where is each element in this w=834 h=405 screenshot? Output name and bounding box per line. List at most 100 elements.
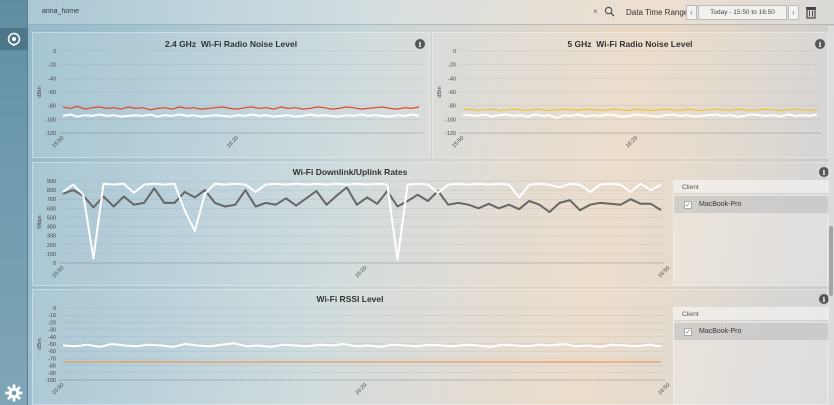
noise-5ghz-chart: 0 -20 -40 -60 -80 -100 -120 dBm 15:50 16:20 xyxy=(437,49,821,149)
y-tick-label: 200 xyxy=(47,243,56,249)
date-time-range-picker[interactable]: Today - 15:50 to 16:50 xyxy=(698,5,787,20)
client-row[interactable]: ✓ MacBook-Pro xyxy=(674,196,829,213)
x-tick-label: 15:50 xyxy=(51,265,65,279)
client-column-header: Client xyxy=(674,307,829,321)
y-tick-label: -120 xyxy=(445,131,456,137)
y-tick-label: -10 xyxy=(48,313,56,319)
y-axis-label: dBm xyxy=(437,86,443,98)
info-icon[interactable]: i xyxy=(819,294,829,304)
y-axis-label: dBm xyxy=(37,338,43,350)
y-tick-label: 800 xyxy=(47,188,56,194)
y-tick-label: -20 xyxy=(48,320,56,326)
trash-icon[interactable] xyxy=(804,5,818,19)
info-icon[interactable]: i xyxy=(415,39,425,49)
left-sidebar xyxy=(0,0,28,405)
y-tick-label: -50 xyxy=(48,342,56,348)
client-column-header: Client xyxy=(674,180,829,194)
series-line xyxy=(62,113,420,118)
y-tick-label: -30 xyxy=(48,328,56,334)
series-line xyxy=(62,342,662,348)
client-row[interactable]: ✓ MacBook-Pro xyxy=(674,323,829,340)
y-tick-label: -40 xyxy=(448,76,456,82)
prev-range-button[interactable]: ‹ xyxy=(686,5,697,20)
noise-5ghz-panel: 5 GHz Wi-Fi Radio Noise Level i 0 -20 -40 -… xyxy=(432,32,828,158)
y-tick-label: -100 xyxy=(45,117,56,123)
x-tick-label: 15:50 xyxy=(451,135,465,149)
y-tick-label: 0 xyxy=(53,49,56,55)
y-tick-label: -60 xyxy=(448,90,456,96)
scrollbar-thumb[interactable] xyxy=(829,226,833,296)
gear-icon[interactable] xyxy=(5,384,23,402)
series-line xyxy=(62,182,662,261)
rates-title: Wi-Fi Downlink/Uplink Rates xyxy=(292,167,408,177)
top-bar: anna_home × Data Time Range: ‹ Today - 1… xyxy=(28,0,834,25)
next-range-button[interactable]: › xyxy=(788,5,799,20)
y-tick-label: -80 xyxy=(48,364,56,370)
info-icon[interactable]: i xyxy=(819,167,829,177)
rates-chart: 900 800 700 600 500 400 300 200 100 0 Mbps 15:50 16:… xyxy=(37,179,671,279)
x-tick-label: 16:20 xyxy=(625,135,639,149)
series-line xyxy=(462,113,818,119)
noise-24ghz-band: 2.4 GHz xyxy=(164,39,197,49)
y-tick-label: -80 xyxy=(48,104,56,110)
y-tick-label: -60 xyxy=(48,90,56,96)
y-tick-label: -100 xyxy=(45,378,56,384)
series-line xyxy=(62,105,420,111)
rates-client-list: Client ✓ MacBook-Pro xyxy=(673,180,829,286)
y-tick-label: -60 xyxy=(48,349,56,355)
x-tick-label: 15:50 xyxy=(51,382,65,396)
page-scrollbar[interactable] xyxy=(828,26,834,405)
y-tick-label: -80 xyxy=(448,104,456,110)
y-tick-label: -20 xyxy=(448,63,456,69)
rssi-client-list: Client ✓ MacBook-Pro xyxy=(673,307,829,405)
y-tick-label: 900 xyxy=(47,179,56,185)
clear-search-button[interactable]: × xyxy=(593,7,598,16)
noise-5ghz-title: 5 GHz Wi-Fi Radio Noise Level xyxy=(433,39,827,49)
y-tick-label: 600 xyxy=(47,206,56,212)
y-tick-label: 0 xyxy=(53,306,56,312)
client-checkbox[interactable]: ✓ xyxy=(684,327,692,336)
rates-panel: Wi-Fi Downlink/Uplink Rates i 900 800 700 6… xyxy=(32,162,829,286)
noise-24ghz-chart: 0 -20 -40 -60 -80 -100 -120 dBm 15:50 16:20 xyxy=(37,49,423,149)
dashboard-content: 2.4 GHz Wi-Fi Radio Noise Level i 0 -20 -4… xyxy=(28,26,829,405)
search-icon[interactable] xyxy=(604,6,615,17)
series-line xyxy=(462,108,818,112)
site-name[interactable]: anna_home xyxy=(42,8,79,15)
info-icon[interactable]: i xyxy=(815,39,825,49)
y-tick-label: -40 xyxy=(48,76,56,82)
client-name: MacBook-Pro xyxy=(699,201,742,208)
noise-5ghz-title-text: Wi-Fi Radio Noise Level xyxy=(596,39,693,49)
date-time-range-label: Data Time Range: xyxy=(626,8,691,17)
x-tick-label: 16:20 xyxy=(354,265,368,279)
rssi-chart: 0-10-20 -30-40-50-60-70 -80-90-100 dBm 15:50… xyxy=(37,306,671,396)
x-tick-label: 16:50 xyxy=(657,265,671,279)
x-tick-label: 16:20 xyxy=(226,135,240,149)
noise-24ghz-title: 2.4 GHz Wi-Fi Radio Noise Level xyxy=(33,39,429,49)
y-axis-label: dBm xyxy=(37,86,43,98)
y-tick-label: -40 xyxy=(48,335,56,341)
y-tick-label: 100 xyxy=(47,252,56,258)
client-checkbox[interactable]: ✓ xyxy=(684,200,692,209)
y-tick-label: -100 xyxy=(445,117,456,123)
y-tick-label: 700 xyxy=(47,197,56,203)
noise-24ghz-title-text: Wi-Fi Radio Noise Level xyxy=(200,39,298,49)
x-tick-label: 16:50 xyxy=(657,382,671,396)
series-line xyxy=(62,186,662,213)
x-tick-label: 15:50 xyxy=(51,135,65,149)
y-tick-label: -20 xyxy=(48,63,56,69)
y-axis-label: Mbps xyxy=(37,215,43,229)
y-tick-label: 500 xyxy=(47,215,56,221)
y-tick-label: -90 xyxy=(48,371,56,377)
rssi-panel: Wi-Fi RSSI Level i 0 -10 -20 -30 -40 -50 -60 -7… xyxy=(32,289,829,405)
y-tick-label: 0 xyxy=(53,261,56,267)
noise-24ghz-panel: 2.4 GHz Wi-Fi Radio Noise Level i 0 -20 -4… xyxy=(32,32,430,158)
y-tick-label: -70 xyxy=(48,356,56,362)
network-icon xyxy=(7,32,21,46)
sidebar-item-network[interactable] xyxy=(0,28,28,50)
client-name: MacBook-Pro xyxy=(699,328,742,335)
y-tick-label: -120 xyxy=(45,131,56,137)
rssi-title: Wi-Fi RSSI Level xyxy=(316,294,384,304)
y-tick-label: 0 xyxy=(453,49,456,55)
y-tick-label: 300 xyxy=(47,234,56,240)
x-tick-label: 16:20 xyxy=(354,382,368,396)
